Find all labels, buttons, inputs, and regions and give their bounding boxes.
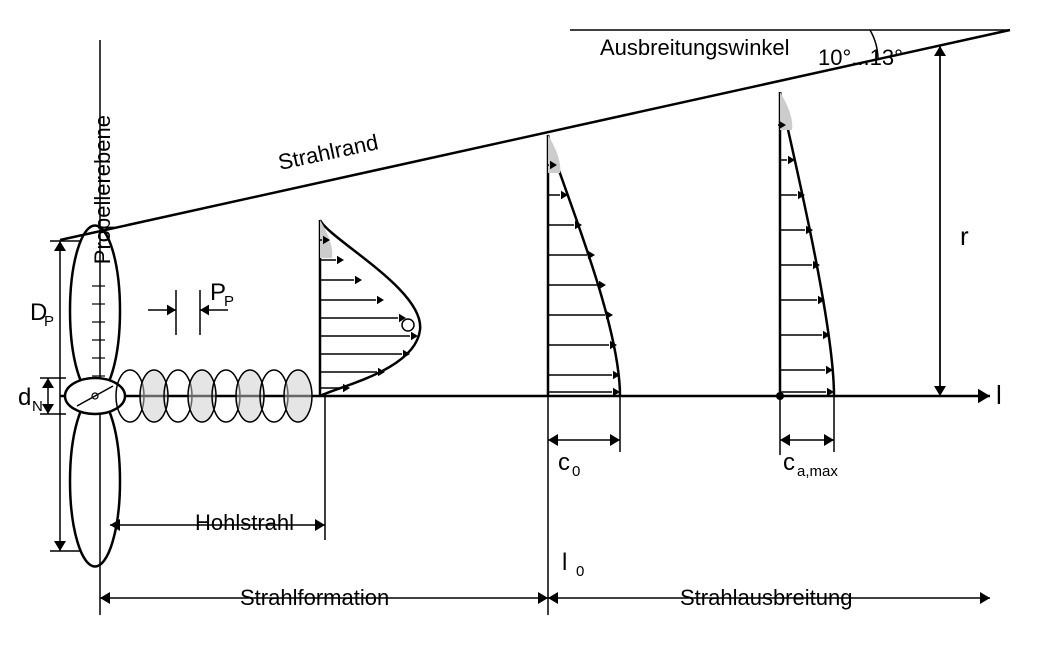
label-ausbreitungswinkel: Ausbreitungswinkel — [600, 35, 790, 60]
label-hohlstrahl: Hohlstrahl — [195, 510, 294, 535]
svg-text:N: N — [32, 398, 43, 415]
label-r: r — [960, 221, 969, 251]
svg-text:0: 0 — [572, 463, 580, 480]
svg-text:l: l — [996, 380, 1002, 410]
label-strahlausbreitung: Strahlausbreitung — [680, 585, 852, 610]
svg-text:d: d — [18, 384, 31, 411]
label-strahlformation: Strahlformation — [240, 585, 389, 610]
svg-text:a,max: a,max — [797, 463, 838, 480]
svg-text:l: l — [562, 549, 567, 576]
svg-text:P: P — [224, 293, 234, 310]
svg-text:c: c — [558, 449, 570, 476]
svg-text:c: c — [783, 449, 795, 476]
label-angle-value: 10°...13° — [818, 45, 903, 70]
label-propellerebene: Propellerebene — [90, 115, 115, 264]
svg-text:P: P — [44, 313, 54, 330]
svg-text:0: 0 — [576, 563, 584, 580]
